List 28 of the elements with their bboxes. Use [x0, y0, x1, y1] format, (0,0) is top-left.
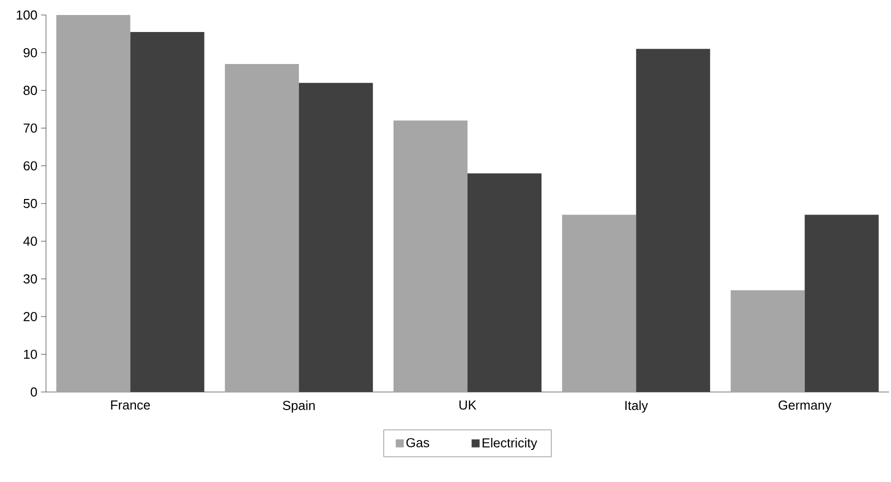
bar — [394, 120, 468, 392]
y-tick-label: 50 — [24, 198, 37, 208]
y-tick-label: 40 — [23, 236, 37, 246]
y-tick-label: 20 — [24, 312, 37, 322]
y-tick-label: 60 — [24, 161, 37, 170]
y-tick-label: 0 — [30, 387, 37, 397]
x-tick-label: Italy — [625, 400, 648, 413]
y-tick-label: 10 — [24, 350, 37, 359]
bar — [636, 48, 710, 392]
bar — [468, 173, 542, 392]
legend-label: Electricity — [482, 438, 538, 450]
x-tick-label: France — [111, 400, 150, 410]
bar — [298, 82, 373, 392]
y-tick-label: 30 — [24, 274, 37, 284]
bar — [56, 14, 130, 392]
legend-label: Gas — [406, 438, 430, 448]
y-tick-label: 80 — [24, 86, 37, 95]
y-tick-label: 90 — [24, 48, 37, 58]
bar — [130, 32, 204, 392]
x-tick-label: Spain — [282, 400, 315, 413]
bar — [562, 214, 636, 392]
bar — [224, 64, 299, 392]
x-tick-label: UK — [459, 400, 476, 410]
bar — [730, 290, 805, 392]
y-tick-label: 70 — [24, 123, 37, 133]
bar — [804, 214, 879, 392]
y-tick-label: 100 — [16, 10, 37, 20]
x-tick-label: Germany — [778, 400, 832, 412]
